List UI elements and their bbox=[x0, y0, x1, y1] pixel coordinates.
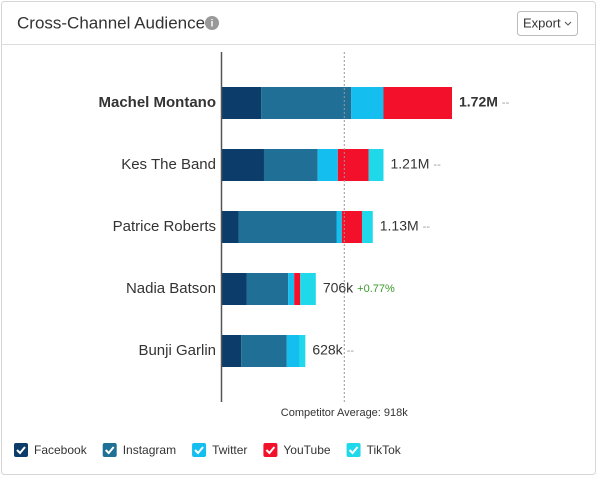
bar-segment bbox=[300, 273, 316, 305]
legend-label: TikTok bbox=[367, 443, 402, 457]
legend-check bbox=[16, 446, 26, 455]
legend-check bbox=[265, 446, 276, 455]
legend-label: Facebook bbox=[34, 443, 88, 457]
legend-checkbox bbox=[192, 443, 207, 457]
bar-segment bbox=[337, 149, 369, 181]
bar-segment bbox=[317, 149, 338, 181]
legend-label: Instagram bbox=[123, 443, 176, 457]
bar-segment bbox=[221, 273, 247, 305]
legend-item[interactable]: YouTube bbox=[263, 443, 331, 457]
legend-item[interactable]: Instagram bbox=[102, 443, 176, 457]
category-label: Nadia Batson bbox=[126, 280, 216, 297]
export-button[interactable]: Export bbox=[517, 11, 578, 36]
svg-text:i: i bbox=[211, 19, 214, 30]
legend-item[interactable]: TikTok bbox=[346, 443, 402, 457]
bar-segment bbox=[336, 211, 342, 243]
category-label: Patrice Roberts bbox=[113, 218, 216, 235]
change-label: -- bbox=[502, 97, 510, 109]
bar-segment bbox=[299, 335, 306, 367]
bar-segment bbox=[221, 87, 262, 119]
bar-segment bbox=[383, 87, 452, 119]
bar-segment bbox=[368, 149, 384, 181]
change-label: -- bbox=[423, 221, 431, 233]
total-label: 706k bbox=[323, 280, 354, 296]
legend-check bbox=[104, 446, 115, 455]
widget-title: Cross-Channel Audience bbox=[17, 13, 205, 32]
legend-item[interactable]: Twitter bbox=[192, 443, 247, 457]
total-label: 628k bbox=[312, 342, 343, 358]
total-label: 1.21M bbox=[391, 156, 430, 172]
change-label: -- bbox=[347, 345, 355, 357]
bar-segment bbox=[351, 87, 384, 119]
bar-segment bbox=[263, 149, 318, 181]
category-label: Bunji Garlin bbox=[138, 342, 216, 359]
legend-checkbox bbox=[263, 443, 278, 457]
bar-segment bbox=[241, 335, 287, 367]
total-label: 1.13M bbox=[380, 218, 419, 234]
bar-segment bbox=[221, 149, 264, 181]
category-label: Kes The Band bbox=[121, 156, 216, 173]
info-icon[interactable]: i bbox=[205, 16, 219, 30]
bar-segment bbox=[238, 211, 337, 243]
bar-segment bbox=[341, 211, 363, 243]
bar-segment bbox=[294, 273, 301, 305]
legend-checkbox bbox=[14, 443, 28, 457]
legend-check bbox=[194, 446, 204, 455]
legend-checkbox bbox=[102, 443, 117, 457]
bar-segment bbox=[288, 273, 295, 305]
legend-item[interactable]: Facebook bbox=[14, 443, 88, 457]
legend-label: YouTube bbox=[283, 443, 330, 457]
legend-checkbox bbox=[346, 443, 361, 457]
bar-segment bbox=[246, 273, 289, 305]
bar-segment bbox=[286, 335, 300, 367]
bar-segment bbox=[261, 87, 352, 119]
change-label: -- bbox=[433, 159, 441, 171]
legend-label: Twitter bbox=[212, 443, 247, 457]
category-label: Machel Montano bbox=[98, 94, 216, 111]
bar-segment bbox=[362, 211, 373, 243]
reference-label: Competitor Average: 918k bbox=[281, 407, 408, 419]
legend-check bbox=[348, 446, 359, 455]
change-label: +0.77% bbox=[357, 283, 395, 295]
total-label: 1.72M bbox=[459, 94, 498, 110]
bar-segment bbox=[221, 335, 242, 367]
bar-segment bbox=[221, 211, 239, 243]
export-label[interactable]: Export bbox=[523, 15, 561, 30]
